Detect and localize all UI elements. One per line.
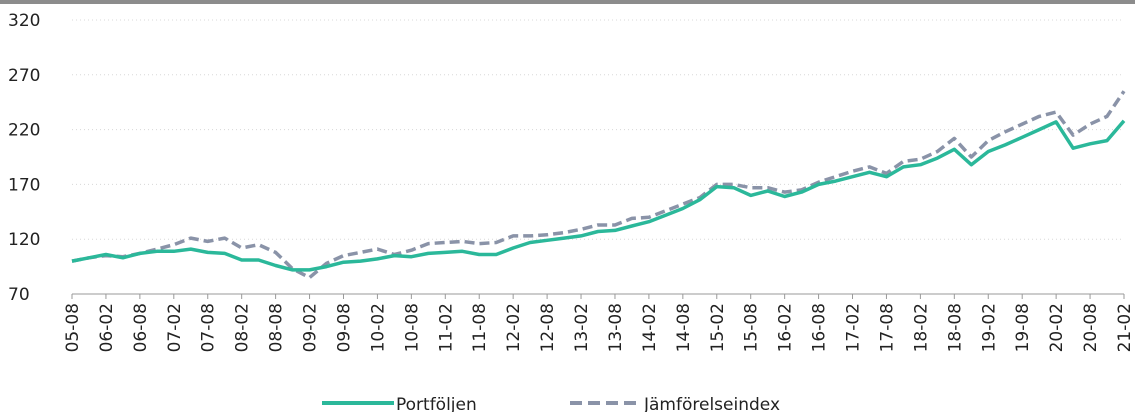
y-tick-label: 120 [8,230,40,250]
x-tick-label: 07-02 [165,303,185,352]
x-tick-label: 17-08 [877,303,897,352]
x-tick-label: 10-02 [368,303,388,352]
x-tick-label: 19-08 [1013,303,1033,352]
x-tick-label: 09-02 [301,303,321,352]
x-tick-label: 06-02 [97,303,117,352]
y-tick-label: 70 [8,285,30,305]
y-tick-label: 170 [8,175,40,195]
y-tick-label: 270 [8,66,40,86]
x-tick-label: 11-02 [436,303,456,352]
x-tick-label: 21-02 [1115,303,1135,352]
x-tick-label: 10-08 [402,303,422,352]
legend-label: Portföljen [396,395,477,412]
series-line [71,90,1126,280]
x-tick-label: 08-08 [267,303,287,352]
x-tick-label: 14-08 [674,303,694,352]
x-tick-label: 18-08 [945,303,965,352]
x-tick-label: 05-08 [63,303,83,352]
x-tick-label: 20-08 [1081,303,1101,352]
legend-label: Jämförelseindex [643,395,780,412]
x-tick-label: 15-08 [742,303,762,352]
x-tick-label: 15-02 [708,303,728,352]
y-tick-label: 220 [8,121,40,141]
x-tick-label: 16-02 [776,303,796,352]
x-tick-label: 13-02 [572,303,592,352]
x-tick-label: 11-08 [470,303,490,352]
x-tick-label: 12-02 [504,303,524,352]
x-tick-label: 20-02 [1047,303,1067,352]
top-bar [0,0,1135,4]
x-tick-label: 07-08 [199,303,219,352]
x-tick-label: 17-02 [844,303,864,352]
x-tick-label: 08-02 [233,303,253,352]
x-tick-label: 14-02 [640,303,660,352]
x-tick-label: 06-08 [131,303,151,352]
series-line [71,119,1126,272]
x-tick-label: 16-08 [810,303,830,352]
x-tick-label: 18-02 [911,303,931,352]
x-tick-label: 12-08 [538,303,558,352]
x-tick-label: 13-08 [606,303,626,352]
x-tick-label: 09-08 [334,303,354,352]
x-tick-label: 19-02 [979,303,999,352]
y-tick-label: 320 [8,11,40,31]
